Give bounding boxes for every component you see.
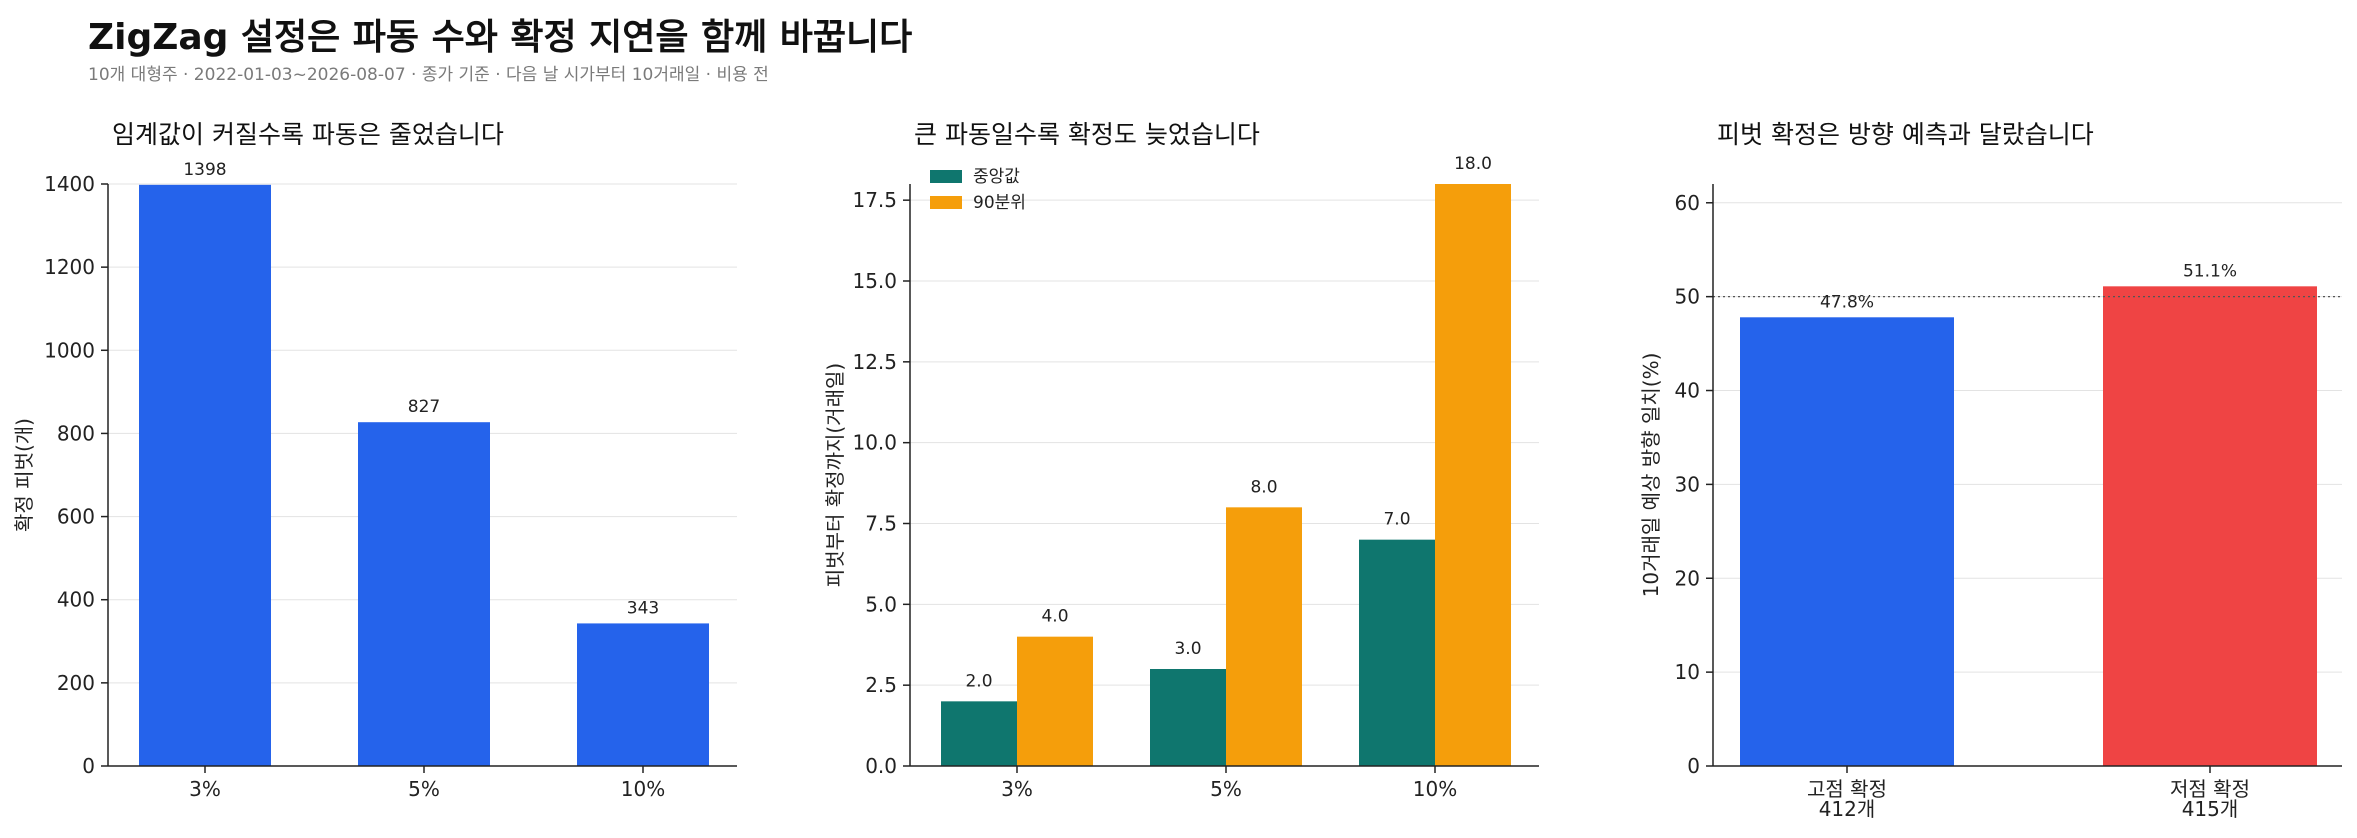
figure-subtitle: 10개 대형주 · 2022-01-03~2026-08-07 · 종가 기준 …: [88, 65, 769, 85]
x-tick-label: 5%: [408, 777, 440, 801]
legend-label: 중앙값: [973, 167, 1020, 187]
y-tick-label: 1000: [44, 338, 95, 362]
bar: [1017, 636, 1093, 766]
y-tick-label: 10.0: [852, 431, 897, 455]
y-tick-label: 12.5: [852, 350, 897, 374]
bar: [577, 623, 709, 766]
bar: [358, 422, 490, 766]
y-tick-label: 400: [57, 588, 95, 612]
panel-title: 피벗 확정은 방향 예측과 달랐습니다: [1717, 120, 2094, 149]
bar-value-label: 1398: [183, 160, 226, 180]
y-tick-label: 40: [1675, 379, 1700, 403]
x-tick-label: 3%: [1001, 777, 1033, 801]
y-tick-label: 1400: [44, 172, 95, 196]
y-tick-label: 0: [1687, 754, 1700, 778]
panel-title: 임계값이 커질수록 파동은 줄었습니다: [112, 120, 504, 149]
bar: [1226, 507, 1302, 766]
x-tick-label: 5%: [1210, 777, 1242, 801]
bar-value-label: 827: [408, 397, 440, 417]
y-tick-label: 15.0: [852, 269, 897, 293]
y-tick-label: 17.5: [852, 188, 897, 212]
x-tick-label: 10%: [1413, 777, 1457, 801]
y-tick-label: 10: [1675, 660, 1700, 684]
x-tick-label: 저점 확정 415개: [2170, 777, 2250, 821]
bar: [139, 184, 271, 766]
y-tick-label: 30: [1675, 472, 1700, 496]
y-tick-label: 20: [1675, 566, 1700, 590]
bar-value-label: 18.0: [1454, 154, 1492, 174]
legend-label: 90분위: [973, 193, 1026, 213]
bar-value-label: 51.1%: [2183, 261, 2237, 281]
y-tick-label: 5.0: [865, 592, 897, 616]
y-tick-label: 60: [1675, 191, 1700, 215]
bar: [941, 701, 1017, 766]
x-tick-label: 고점 확정 412개: [1807, 777, 1887, 821]
y-tick-label: 0.0: [865, 754, 897, 778]
legend-swatch: [930, 170, 962, 183]
bar-value-label: 47.8%: [1820, 292, 1874, 312]
bar-value-label: 343: [627, 598, 659, 618]
panel-title: 큰 파동일수록 확정도 늦었습니다: [914, 120, 1260, 149]
bar: [2103, 286, 2317, 766]
y-tick-label: 600: [57, 505, 95, 529]
y-tick-label: 1200: [44, 255, 95, 279]
y-tick-label: 200: [57, 671, 95, 695]
x-tick-label: 3%: [189, 777, 221, 801]
y-tick-label: 50: [1675, 285, 1700, 309]
bar-value-label: 2.0: [965, 671, 992, 691]
y-tick-label: 2.5: [865, 673, 897, 697]
bar: [1435, 184, 1511, 766]
bar: [1150, 669, 1226, 766]
y-axis-label: 10거래일 예상 방향 일치(%): [1639, 353, 1663, 598]
bar: [1359, 539, 1435, 766]
bar-value-label: 3.0: [1174, 639, 1201, 659]
legend-swatch: [930, 196, 962, 209]
y-axis-label: 피벗부터 확정까지(거래일): [823, 363, 847, 587]
figure-title: ZigZag 설정은 파동 수와 확정 지연을 함께 바꿉니다: [88, 17, 913, 58]
y-tick-label: 0: [82, 754, 95, 778]
bar-value-label: 7.0: [1383, 510, 1410, 530]
bar-value-label: 8.0: [1250, 477, 1277, 497]
y-tick-label: 800: [57, 421, 95, 445]
bar: [1740, 317, 1954, 766]
y-tick-label: 7.5: [865, 512, 897, 536]
x-tick-label: 10%: [621, 777, 665, 801]
y-axis-label: 확정 피벗(개): [12, 418, 36, 532]
bar-value-label: 4.0: [1041, 607, 1068, 627]
